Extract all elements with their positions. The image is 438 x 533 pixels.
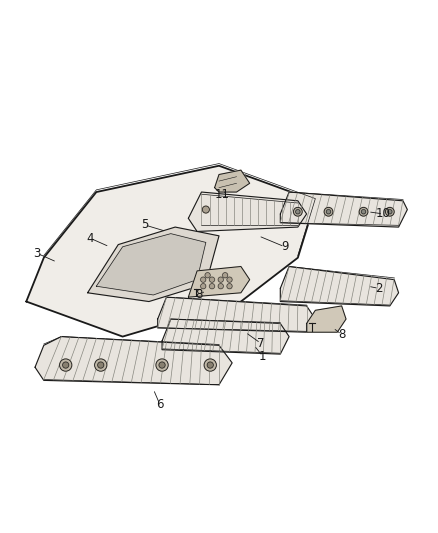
Circle shape <box>223 273 228 278</box>
Polygon shape <box>158 297 315 332</box>
Circle shape <box>159 362 165 368</box>
Polygon shape <box>96 233 206 295</box>
Circle shape <box>98 362 104 368</box>
Text: 10: 10 <box>376 207 391 221</box>
Circle shape <box>202 206 209 213</box>
Circle shape <box>361 209 366 214</box>
Circle shape <box>388 209 392 214</box>
Circle shape <box>359 207 368 216</box>
Circle shape <box>201 277 206 282</box>
Circle shape <box>209 277 215 282</box>
Circle shape <box>95 359 107 371</box>
Circle shape <box>227 284 232 289</box>
Text: 6: 6 <box>156 398 164 411</box>
Circle shape <box>293 207 302 216</box>
Polygon shape <box>280 266 399 306</box>
Circle shape <box>218 277 223 282</box>
Circle shape <box>385 207 394 216</box>
Text: 7: 7 <box>257 337 265 350</box>
Circle shape <box>205 273 210 278</box>
Text: 3: 3 <box>34 247 41 260</box>
Circle shape <box>207 362 213 368</box>
Circle shape <box>296 209 300 214</box>
Polygon shape <box>88 227 219 302</box>
Polygon shape <box>26 166 315 336</box>
Text: 8: 8 <box>338 328 345 341</box>
Circle shape <box>227 277 232 282</box>
Circle shape <box>209 284 215 289</box>
Text: 4: 4 <box>86 231 94 245</box>
Polygon shape <box>280 192 407 227</box>
Text: 5: 5 <box>141 219 148 231</box>
Circle shape <box>60 359 72 371</box>
Polygon shape <box>307 306 346 332</box>
Circle shape <box>324 207 333 216</box>
Text: 9: 9 <box>281 240 289 253</box>
Circle shape <box>63 362 69 368</box>
Circle shape <box>204 359 216 371</box>
Polygon shape <box>162 319 289 354</box>
Text: 2: 2 <box>375 282 383 295</box>
Text: 8: 8 <box>196 288 203 302</box>
Circle shape <box>156 359 168 371</box>
Circle shape <box>218 284 223 289</box>
Text: 11: 11 <box>215 188 230 201</box>
Polygon shape <box>215 170 250 192</box>
Polygon shape <box>35 336 232 385</box>
Text: 1: 1 <box>259 350 267 363</box>
Polygon shape <box>188 192 307 231</box>
Circle shape <box>326 209 331 214</box>
Polygon shape <box>188 266 250 297</box>
Circle shape <box>201 284 206 289</box>
